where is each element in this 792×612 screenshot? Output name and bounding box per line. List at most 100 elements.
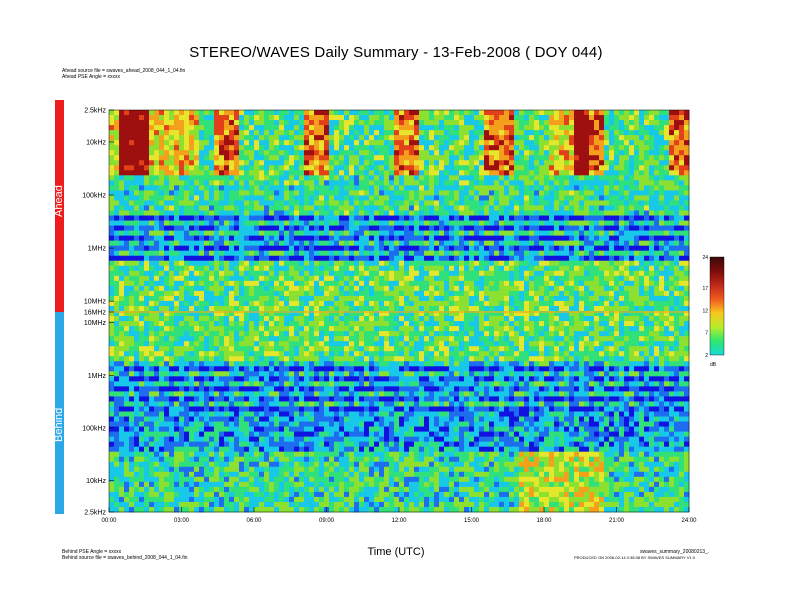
heatmap-cell <box>399 200 405 206</box>
heatmap-cell <box>119 321 125 327</box>
heatmap-cell <box>164 205 170 211</box>
heatmap-cell <box>294 295 300 302</box>
heatmap-cell <box>149 245 155 252</box>
heatmap-cell <box>349 316 355 322</box>
heatmap-cell <box>529 165 535 171</box>
heatmap-cell <box>274 295 280 302</box>
heatmap-cell <box>524 265 530 272</box>
heatmap-cell <box>459 135 465 141</box>
heatmap-cell <box>254 165 260 171</box>
heatmap-cell <box>339 160 345 166</box>
heatmap-cell <box>654 270 660 277</box>
heatmap-cell <box>269 175 275 181</box>
heatmap-cell <box>279 321 285 327</box>
heatmap-cell <box>519 250 525 257</box>
heatmap-cell <box>484 195 490 201</box>
heatmap-cell <box>279 280 285 287</box>
heatmap-cell <box>644 255 650 262</box>
heatmap-cell <box>679 205 685 211</box>
heatmap-cell <box>269 270 275 277</box>
heatmap-cell <box>294 150 300 156</box>
heatmap-cell <box>169 260 175 267</box>
heatmap-cell <box>529 255 535 262</box>
heatmap-cell <box>309 155 315 161</box>
heatmap-cell <box>389 125 395 131</box>
heatmap-cell <box>334 145 340 151</box>
heatmap-cell <box>649 125 655 131</box>
heatmap-cell <box>549 230 555 237</box>
heatmap-cell <box>309 300 315 307</box>
heatmap-cell <box>284 316 290 322</box>
heatmap-cell <box>164 110 170 116</box>
heatmap-cell <box>634 180 640 186</box>
heatmap-cell <box>354 110 360 116</box>
heatmap-cell <box>609 311 615 317</box>
heatmap-cell <box>259 155 265 161</box>
heatmap-cell <box>429 120 435 126</box>
heatmap-cell <box>649 285 655 292</box>
heatmap-cell <box>584 260 590 267</box>
heatmap-cell <box>299 190 305 196</box>
heatmap-cell <box>534 225 540 231</box>
heatmap-cell <box>519 225 525 231</box>
heatmap-cell <box>354 170 360 176</box>
heatmap-cell <box>209 311 215 317</box>
heatmap-cell <box>414 125 420 131</box>
heatmap-cell <box>494 205 500 211</box>
heatmap-cell <box>399 150 405 156</box>
heatmap-cell <box>474 311 480 317</box>
heatmap-cell <box>379 230 385 237</box>
heatmap-cell <box>459 275 465 282</box>
heatmap-cell <box>229 170 235 176</box>
heatmap-cell <box>289 170 295 176</box>
heatmap-cell <box>289 210 295 216</box>
heatmap-cell <box>304 180 310 186</box>
heatmap-cell <box>674 165 680 171</box>
heatmap-cell <box>269 185 275 191</box>
heatmap-cell <box>159 200 165 206</box>
heatmap-cell <box>634 115 640 121</box>
heatmap-cell <box>254 200 260 206</box>
heatmap-cell <box>344 210 350 216</box>
heatmap-cell <box>179 210 185 216</box>
heatmap-cell <box>199 285 205 292</box>
heatmap-cell <box>354 270 360 277</box>
heatmap-cell <box>134 245 140 252</box>
heatmap-cell <box>169 140 175 146</box>
heatmap-cell <box>199 255 205 262</box>
heatmap-cell <box>449 160 455 166</box>
heatmap-cell <box>404 195 410 201</box>
heatmap-cell <box>359 316 365 322</box>
heatmap-cell <box>359 155 365 161</box>
heatmap-cell <box>584 120 590 126</box>
heatmap-cell <box>444 321 450 327</box>
heatmap-cell <box>624 270 630 277</box>
heatmap-cell <box>409 175 415 181</box>
heatmap-cell <box>244 210 250 216</box>
heatmap-cell <box>314 135 320 141</box>
heatmap-cell <box>154 280 160 287</box>
heatmap-cell <box>279 170 285 176</box>
heatmap-cell <box>434 165 440 171</box>
heatmap-cell <box>564 316 570 322</box>
heatmap-cell <box>274 180 280 186</box>
heatmap-cell <box>599 170 605 176</box>
heatmap-cell <box>204 225 210 231</box>
heatmap-cell <box>514 255 520 262</box>
heatmap-cell <box>419 250 425 257</box>
heatmap-cell <box>129 170 135 176</box>
heatmap-cell <box>359 200 365 206</box>
heatmap-cell <box>114 321 120 327</box>
heatmap-cell <box>339 150 345 156</box>
heatmap-cell <box>304 155 310 161</box>
heatmap-cell <box>404 155 410 161</box>
heatmap-cell <box>164 321 170 327</box>
heatmap-cell <box>589 130 595 136</box>
heatmap-cell <box>124 110 130 116</box>
heatmap-cell <box>459 250 465 257</box>
heatmap-cell <box>614 316 620 322</box>
heatmap-cell <box>234 150 240 156</box>
heatmap-cell <box>474 145 480 151</box>
heatmap-cell <box>389 195 395 201</box>
heatmap-cell <box>134 215 140 221</box>
